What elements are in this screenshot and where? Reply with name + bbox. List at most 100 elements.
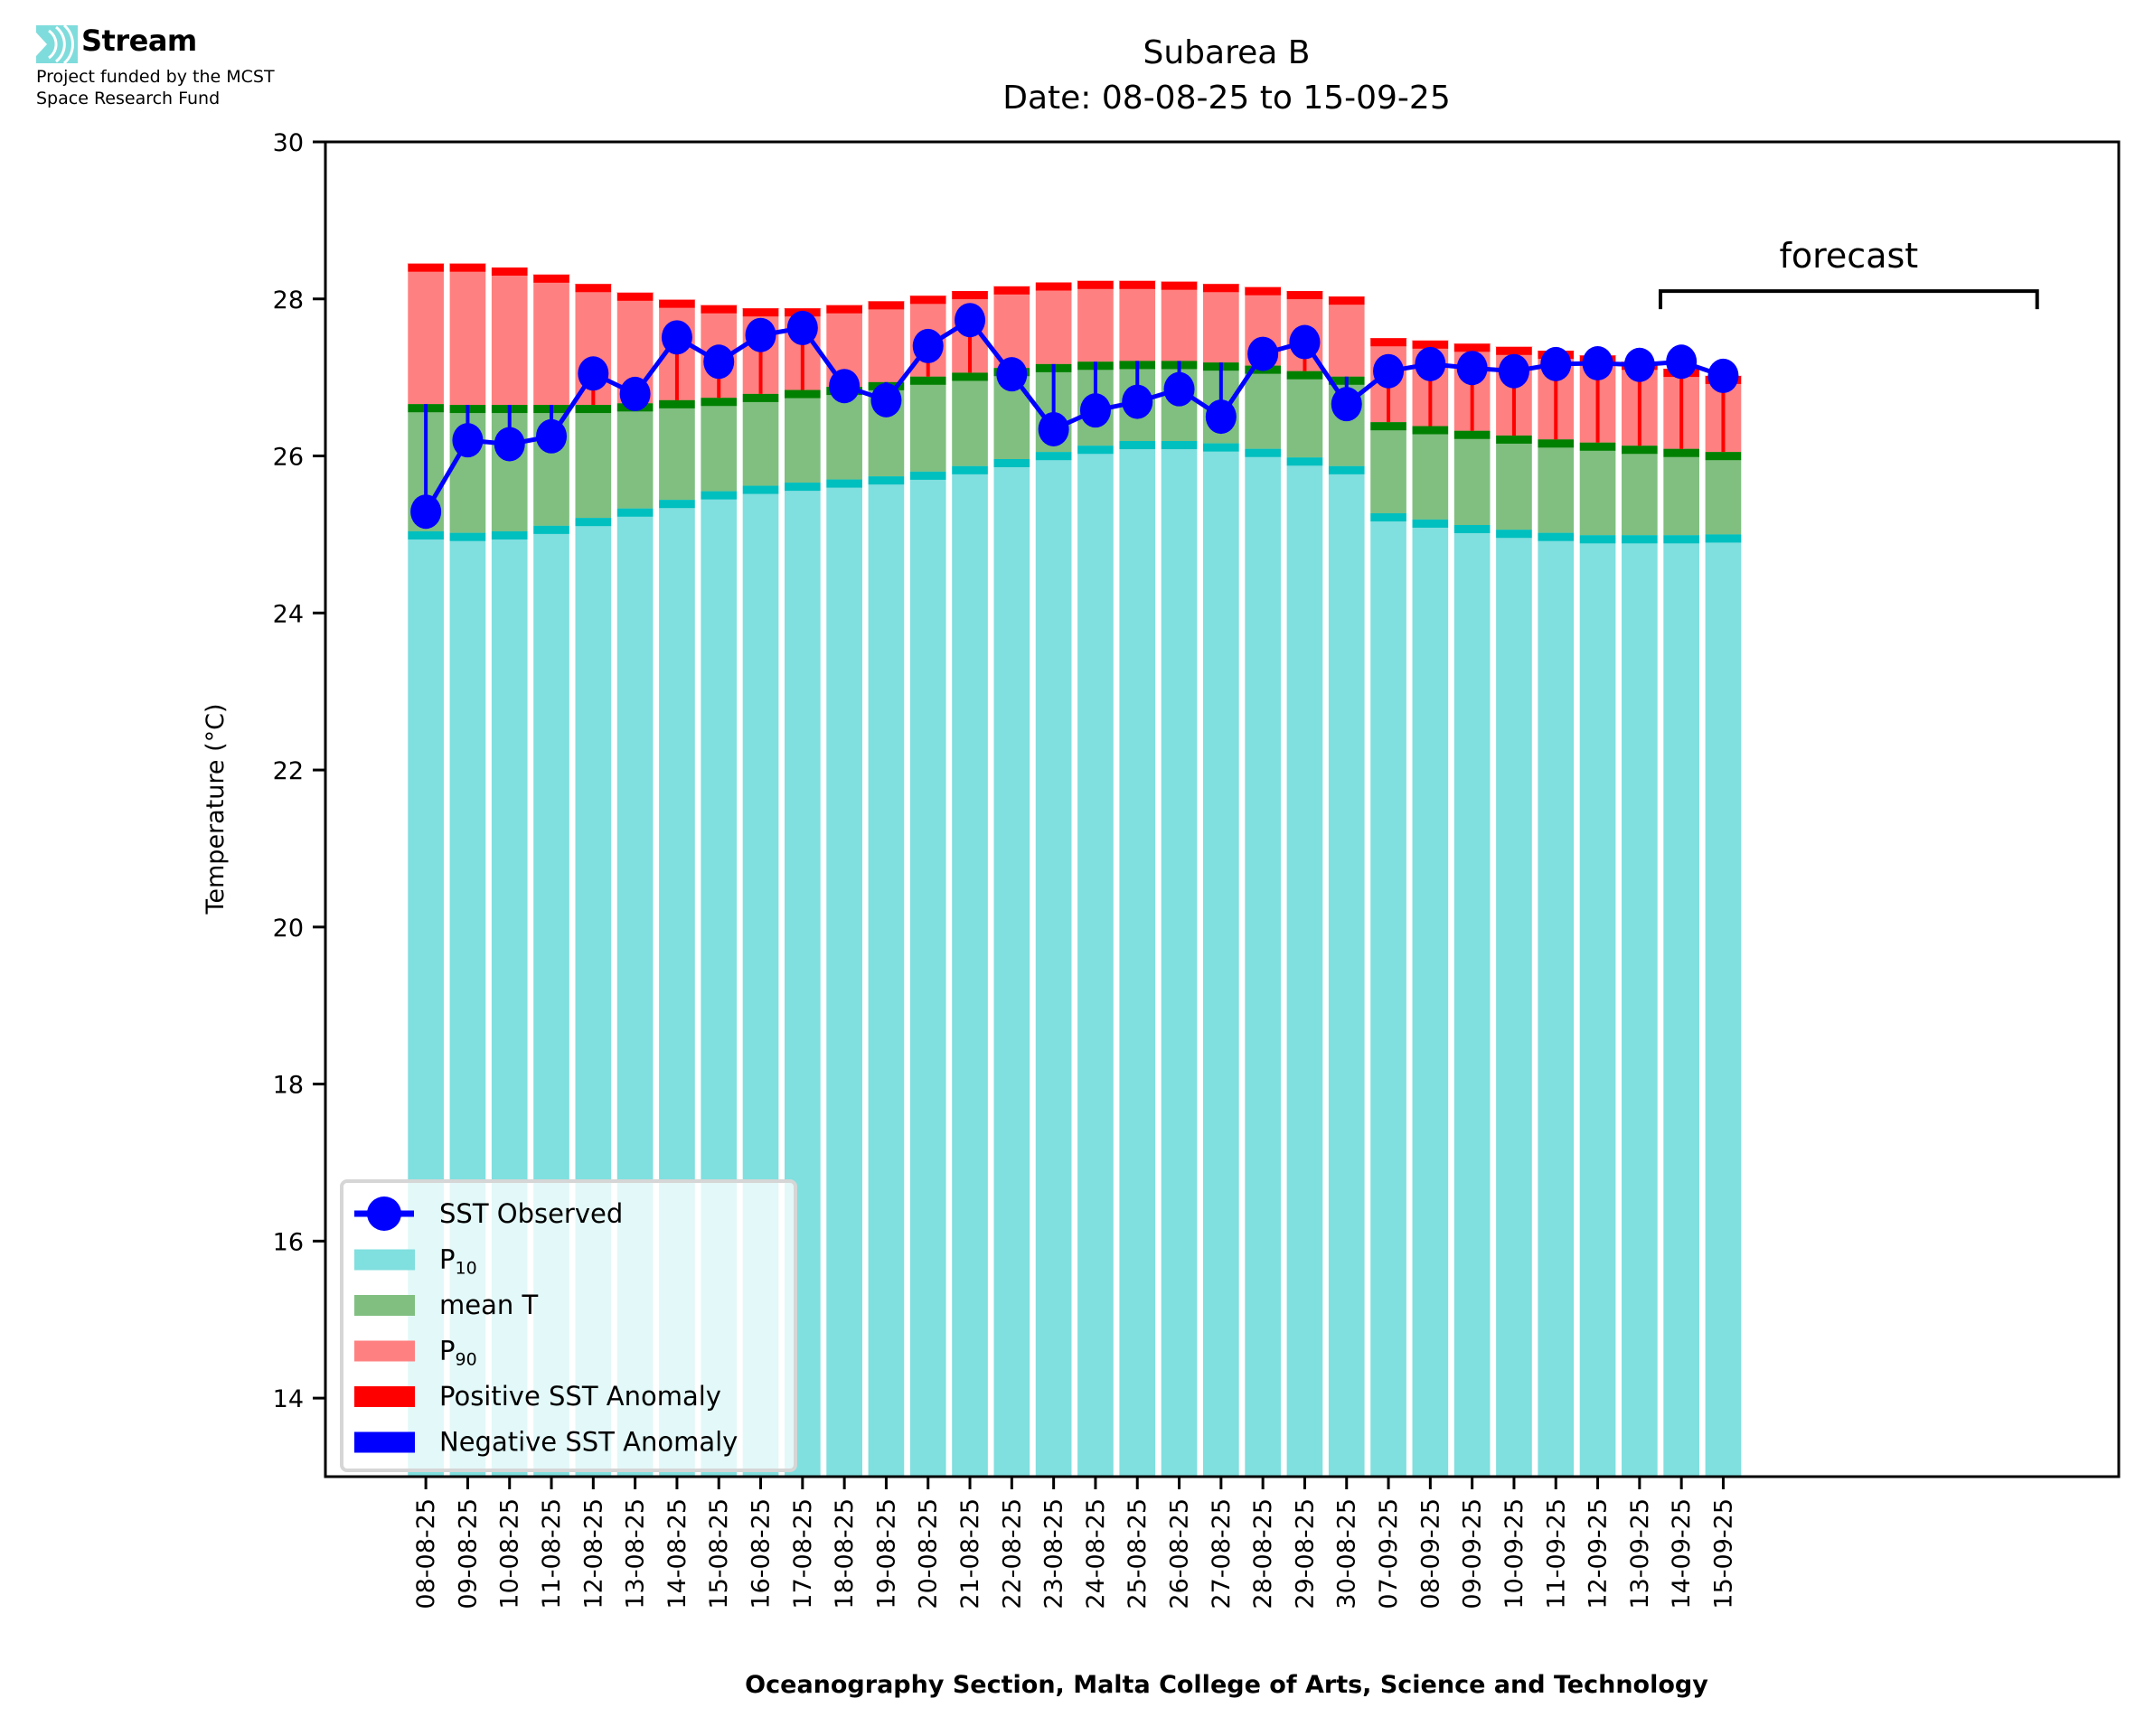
bar-band-p10 [951, 465, 989, 474]
bar-band-p10 [407, 530, 445, 540]
x-tick-label: 10-08-25 [496, 1498, 524, 1609]
bar-p10 [1537, 532, 1576, 1478]
y-tick-label: 14 [273, 1385, 304, 1413]
bar-p10 [1704, 534, 1743, 1477]
sst-observed-point [1498, 353, 1529, 389]
bar-p10 [1578, 535, 1617, 1478]
sst-observed-point [703, 344, 735, 380]
bar-band-mean-t [1369, 422, 1407, 431]
sst-observed-point [536, 418, 568, 454]
sst-observed-point [955, 303, 986, 338]
x-tick-label: 09-09-25 [1459, 1498, 1487, 1609]
funding-line-1: Project funded by the MCST [36, 67, 275, 87]
bar-band-p90 [574, 284, 613, 293]
bar-band-p90 [700, 305, 738, 314]
x-tick-label: 15-09-25 [1709, 1498, 1737, 1609]
sst-observed-point [1623, 347, 1655, 382]
sst-observed-point [410, 494, 442, 530]
sst-observed-point [1456, 351, 1488, 386]
bar-p10 [1662, 535, 1700, 1478]
bar-band-p10 [700, 491, 738, 500]
bar-band-mean-t [574, 405, 613, 414]
legend-swatch [354, 1386, 415, 1407]
legend-label: SST Observed [439, 1198, 623, 1229]
x-tick-label: 25-08-25 [1124, 1498, 1152, 1609]
y-tick-label: 16 [273, 1228, 304, 1256]
bar-p10 [908, 471, 947, 1477]
bar-p10 [1244, 448, 1282, 1478]
sst-observed-point [786, 310, 818, 345]
bar-band-mean-t [1285, 371, 1324, 380]
bar-band-p90 [532, 274, 570, 283]
y-tick-label: 28 [273, 286, 304, 314]
bar-band-p10 [741, 485, 780, 494]
bar-band-p10 [825, 479, 863, 488]
x-tick-label: 13-09-25 [1626, 1498, 1654, 1609]
bar-band-p10 [1578, 535, 1617, 544]
sst-observed-point [1415, 346, 1446, 381]
y-tick-label: 22 [273, 757, 304, 785]
bar-band-p90 [1244, 286, 1282, 296]
bar-band-p10 [1537, 532, 1576, 541]
forecast-bracket [1659, 289, 2039, 310]
bar-band-p10 [1495, 530, 1533, 539]
bar-band-mean-t [1453, 430, 1491, 439]
bar-p10 [1369, 512, 1407, 1477]
bar-p10 [1160, 441, 1199, 1478]
y-tick-label: 26 [273, 444, 304, 472]
sst-observed-point [1666, 344, 1698, 380]
bar-band-mean-t [1411, 426, 1450, 435]
x-tick-label: 28-08-25 [1249, 1498, 1277, 1609]
bar-band-p90 [1077, 280, 1115, 289]
bar-p10 [1077, 446, 1115, 1477]
legend-label-text: Negative SST Anomaly [439, 1427, 738, 1458]
bar-band-p10 [1118, 441, 1157, 450]
legend-label: mean T [439, 1290, 538, 1320]
legend-label-subscript: 90 [456, 1350, 477, 1370]
bar-band-p90 [1327, 296, 1366, 305]
bar-band-mean-t [658, 399, 696, 408]
bar-band-mean-t [783, 389, 822, 399]
bar-band-mean-t [951, 372, 989, 381]
bar-band-p10 [532, 525, 570, 534]
bar-band-p90 [448, 263, 487, 272]
legend-label: P90 [439, 1336, 477, 1370]
bar-band-p10 [1077, 446, 1115, 455]
bar-p10 [951, 465, 989, 1477]
legend-swatch [354, 1340, 415, 1362]
x-tick-label: 09-08-25 [454, 1498, 482, 1609]
legend-label-text: P [439, 1244, 456, 1275]
sst-observed-point [1247, 336, 1279, 371]
bar-band-p90 [1202, 284, 1240, 293]
bar-band-p90 [867, 301, 906, 310]
bar-band-p90 [951, 291, 989, 300]
funding-line-2: Space Research Fund [36, 89, 221, 108]
bar-band-mean-t [1621, 446, 1659, 455]
bar-band-mean-t [1662, 448, 1700, 457]
x-tick-label: 12-09-25 [1585, 1498, 1613, 1609]
bar-band-mean-t [1704, 452, 1743, 461]
bar-p10 [1453, 524, 1491, 1478]
y-tick-label: 30 [273, 129, 304, 157]
bar-band-mean-t [908, 376, 947, 385]
x-tick-label: 18-08-25 [831, 1498, 859, 1609]
bar-band-p10 [1621, 535, 1659, 544]
legend-label-subscript: 10 [456, 1259, 477, 1279]
x-tick-label: 26-08-25 [1166, 1498, 1194, 1609]
bar-band-p90 [825, 305, 863, 314]
legend-label: P10 [439, 1244, 477, 1279]
footer-credit: Oceanography Section, Malta College of A… [745, 1671, 1708, 1699]
sst-observed-point [996, 357, 1028, 392]
sst-observed-point [1373, 353, 1405, 389]
bar-band-p90 [490, 267, 529, 277]
bar-band-p10 [448, 532, 487, 541]
x-tick-label: 11-08-25 [538, 1498, 566, 1609]
sst-observed-point [1205, 399, 1237, 435]
x-tick-label: 27-08-25 [1208, 1498, 1236, 1609]
bar-band-p10 [1411, 519, 1450, 528]
bar-band-p90 [1285, 291, 1324, 300]
sst-observed-point [1540, 346, 1572, 381]
x-tick-label: 29-08-25 [1291, 1498, 1319, 1609]
bar-band-mean-t [700, 398, 738, 407]
bar-band-p90 [1453, 343, 1491, 352]
